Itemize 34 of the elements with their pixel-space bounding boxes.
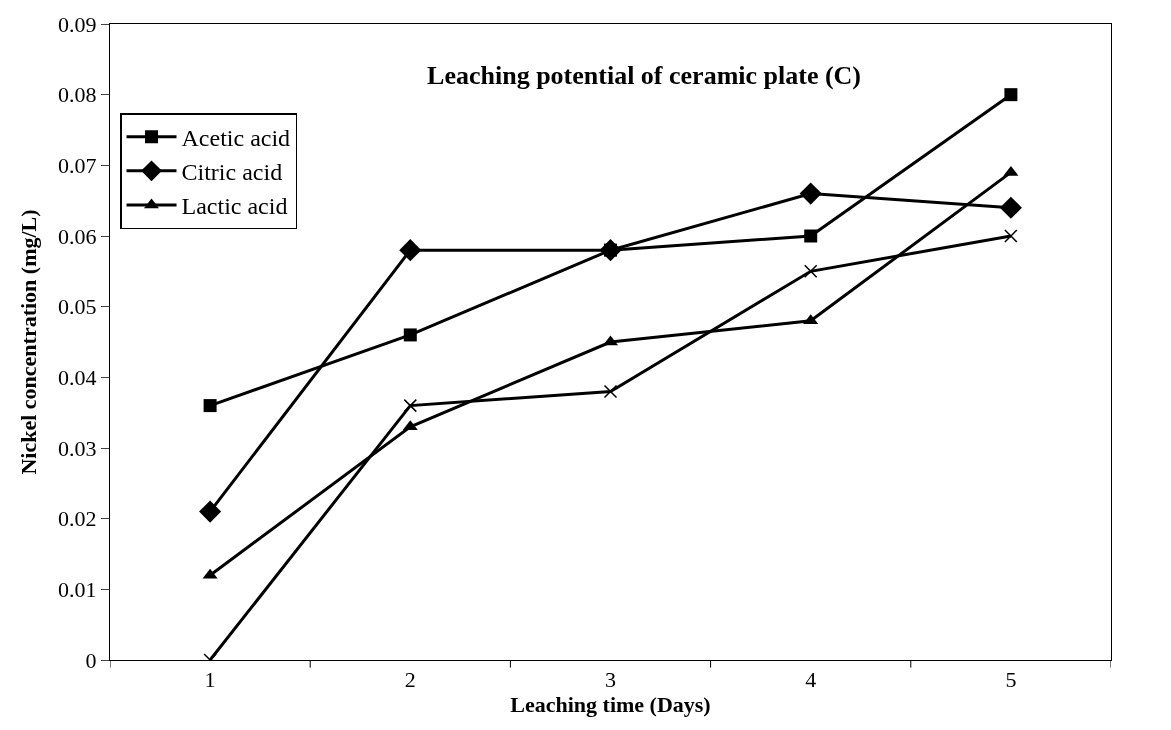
y-tick-label: 0 [85, 647, 97, 673]
x-tick-label: 4 [805, 667, 817, 693]
point [1004, 88, 1018, 102]
y-tick-label: 0.02 [58, 506, 97, 532]
point [799, 182, 822, 205]
y-tick-label: 0.04 [58, 365, 97, 391]
y-axis-title: Nickel concentration (mg/L) [15, 209, 41, 475]
point [199, 500, 222, 523]
point [203, 399, 217, 413]
x-axis-title: Leaching time (Days) [510, 692, 711, 718]
x-tick-label: 1 [204, 667, 216, 693]
x-tick-label: 3 [605, 667, 616, 693]
y-tick-label: 0.09 [58, 11, 97, 37]
legend-label: Lactic acid [181, 193, 288, 220]
point [1004, 229, 1018, 243]
point [999, 196, 1022, 219]
y-tick-label: 0.05 [58, 294, 97, 320]
point [603, 384, 618, 399]
y-tick-label: 0.01 [58, 577, 97, 603]
x-tick-label: 2 [404, 667, 416, 693]
y-tick-label: 0.08 [58, 82, 97, 108]
point [804, 229, 818, 243]
point [403, 328, 417, 342]
y-tick-label: 0.06 [58, 223, 97, 249]
point [399, 239, 422, 262]
point [599, 239, 622, 262]
legend-label: Acetic acid [181, 125, 291, 151]
y-tick-label: 0.07 [58, 153, 97, 179]
legend-label: Citric acid [181, 159, 283, 186]
point [803, 264, 818, 279]
point [403, 398, 418, 413]
y-tick-label: 0.03 [58, 435, 97, 461]
text: Leaching potential of ceramic plate (C) [427, 60, 862, 90]
x-tick-label: 5 [1005, 667, 1017, 693]
